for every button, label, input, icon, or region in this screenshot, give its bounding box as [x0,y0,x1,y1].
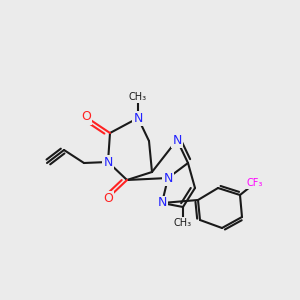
Text: CH₃: CH₃ [174,218,192,228]
Text: CF₃: CF₃ [247,178,263,188]
Text: CH₃: CH₃ [129,92,147,102]
Text: N: N [163,172,173,184]
Text: N: N [133,112,143,124]
Text: N: N [103,155,113,169]
Text: N: N [172,134,182,146]
Text: O: O [103,191,113,205]
Text: N: N [157,196,167,209]
Text: O: O [81,110,91,124]
